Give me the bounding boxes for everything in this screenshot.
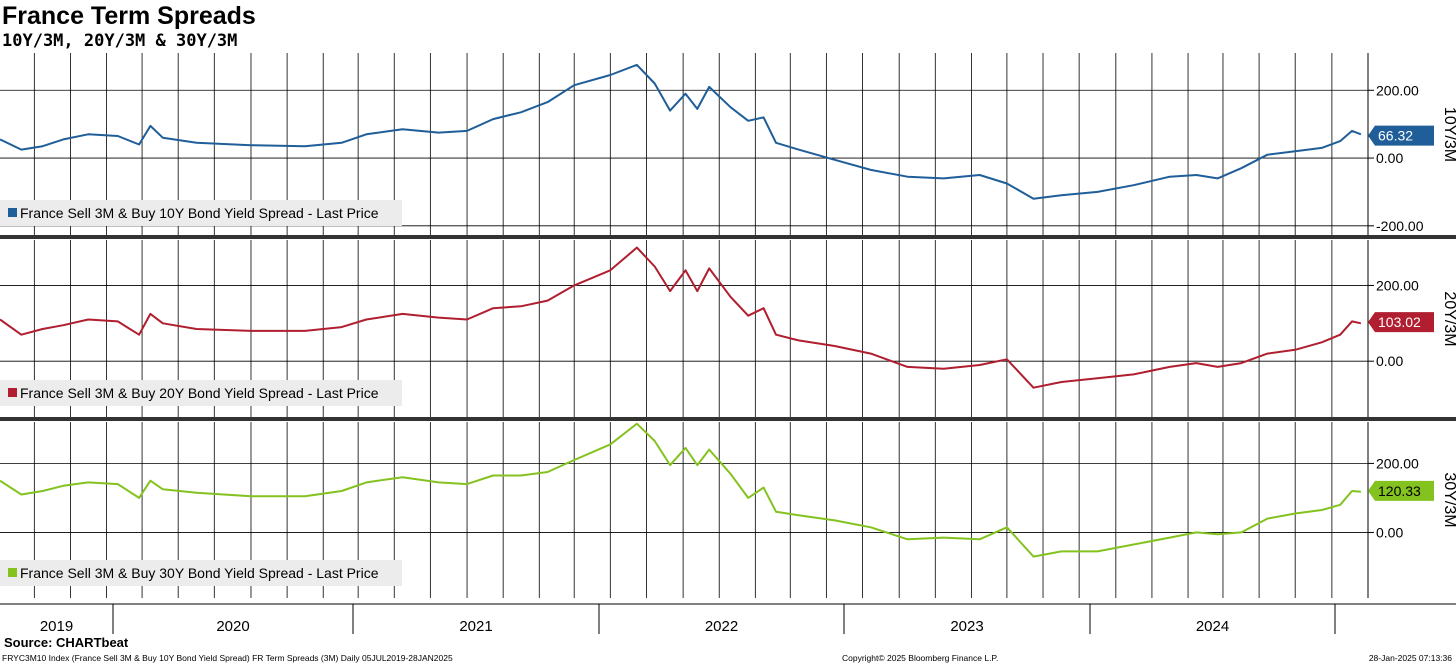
series-line-30y-3m — [0, 422, 1361, 558]
x-tick-label: 2023 — [950, 618, 983, 635]
ticker-info: FRYC3M10 Index (France Sell 3M & Buy 10Y… — [2, 653, 453, 663]
copyright: Copyright© 2025 Bloomberg Finance L.P. — [842, 653, 999, 663]
legend-swatch — [8, 208, 17, 217]
last-value-badge — [1368, 312, 1434, 333]
panel-label: 10Y/3M — [1441, 107, 1456, 162]
legend-swatch — [8, 568, 17, 577]
panel-label: 30Y/3M — [1441, 472, 1456, 527]
x-tick-label: 2019 — [40, 618, 73, 635]
last-value-badge — [1368, 125, 1434, 146]
last-value-label: 66.32 — [1378, 128, 1413, 144]
y-tick-label: 0.00 — [1376, 524, 1403, 540]
x-tick-label: 2022 — [705, 618, 738, 635]
legend-swatch — [8, 388, 17, 397]
last-value-label: 103.02 — [1378, 314, 1421, 330]
legend-label: France Sell 3M & Buy 30Y Bond Yield Spre… — [20, 565, 379, 581]
series-line-10y-3m — [0, 63, 1362, 200]
x-tick-label: 2024 — [1196, 618, 1229, 635]
timestamp: 28-Jan-2025 07:13:36 — [1368, 653, 1452, 663]
legend-box — [0, 200, 402, 226]
legend-box — [0, 380, 402, 406]
y-tick-label: 0.00 — [1376, 150, 1403, 166]
source-label: Source: CHARTbeat — [4, 635, 129, 650]
y-tick-label: 200.00 — [1376, 82, 1419, 98]
x-tick-label: 2020 — [216, 618, 249, 635]
last-value-badge — [1368, 480, 1434, 501]
panel-label: 20Y/3M — [1441, 291, 1456, 346]
panel-separator — [0, 417, 1456, 421]
panel-separator — [0, 235, 1456, 239]
y-tick-label: 0.00 — [1376, 353, 1403, 369]
legend-label: France Sell 3M & Buy 20Y Bond Yield Spre… — [20, 385, 379, 401]
chart-subtitle: 10Y/3M, 20Y/3M & 30Y/3M — [2, 31, 238, 51]
legend-label: France Sell 3M & Buy 10Y Bond Yield Spre… — [20, 205, 379, 221]
last-value-label: 120.33 — [1378, 483, 1421, 499]
y-tick-label: 200.00 — [1376, 455, 1419, 471]
legend-box — [0, 560, 402, 586]
chart-title: France Term Spreads — [2, 2, 256, 30]
x-tick-label: 2021 — [459, 618, 492, 635]
y-tick-label: 200.00 — [1376, 277, 1419, 293]
y-tick-label: -200.00 — [1376, 218, 1424, 234]
series-line-20y-3m — [0, 246, 1362, 389]
